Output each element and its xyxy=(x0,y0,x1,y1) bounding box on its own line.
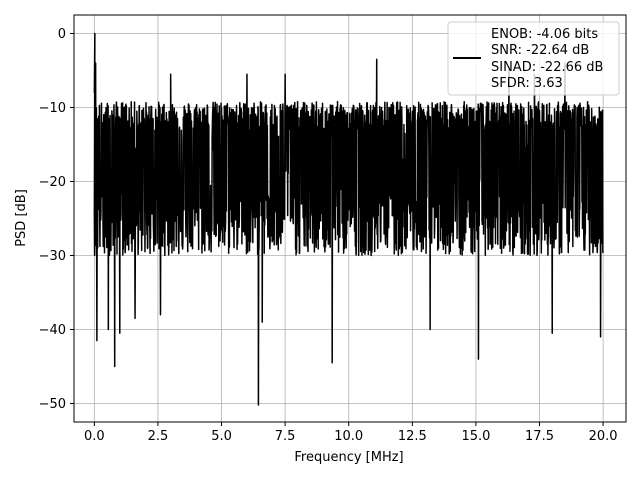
y-tick-label: −20 xyxy=(39,175,66,190)
x-tick-label: 7.5 xyxy=(275,429,296,444)
y-tick-label: −30 xyxy=(39,249,66,264)
legend-entry-enob: ENOB: -4.06 bits xyxy=(491,27,598,42)
y-tick-label: 0 xyxy=(58,27,66,42)
x-axis-label: Frequency [MHz] xyxy=(294,450,403,465)
y-tick-label: −40 xyxy=(39,323,66,338)
x-tick-label: 15.0 xyxy=(461,429,490,444)
x-tick-label: 12.5 xyxy=(398,429,427,444)
psd-series-line xyxy=(93,32,604,406)
legend: ENOB: -4.06 bits SNR: -22.64 dB SINAD: -… xyxy=(447,21,620,96)
x-tick-label: 20.0 xyxy=(589,429,618,444)
x-tick-label: 0.0 xyxy=(84,429,105,444)
y-tick-label: −50 xyxy=(39,397,66,412)
x-tick-label: 17.5 xyxy=(525,429,554,444)
x-axis: 0.0 2.5 5.0 7.5 10.0 12.5 15.0 17.5 20.0 xyxy=(84,422,618,444)
legend-entry-sfdr: SFDR: 3.63 xyxy=(491,76,563,91)
y-axis: 0 −10 −20 −30 −40 −50 xyxy=(39,27,74,412)
x-tick-label: 10.0 xyxy=(334,429,363,444)
legend-entry-snr: SNR: -22.64 dB xyxy=(491,43,589,58)
psd-trace xyxy=(93,32,604,406)
y-axis-label: PSD [dB] xyxy=(14,189,29,247)
y-tick-label: −10 xyxy=(39,101,66,116)
axes-frame xyxy=(73,14,627,423)
legend-box xyxy=(447,21,620,96)
legend-entry-sinad: SINAD: -22.66 dB xyxy=(491,60,603,75)
x-tick-label: 2.5 xyxy=(148,429,169,444)
x-tick-label: 5.0 xyxy=(211,429,232,444)
